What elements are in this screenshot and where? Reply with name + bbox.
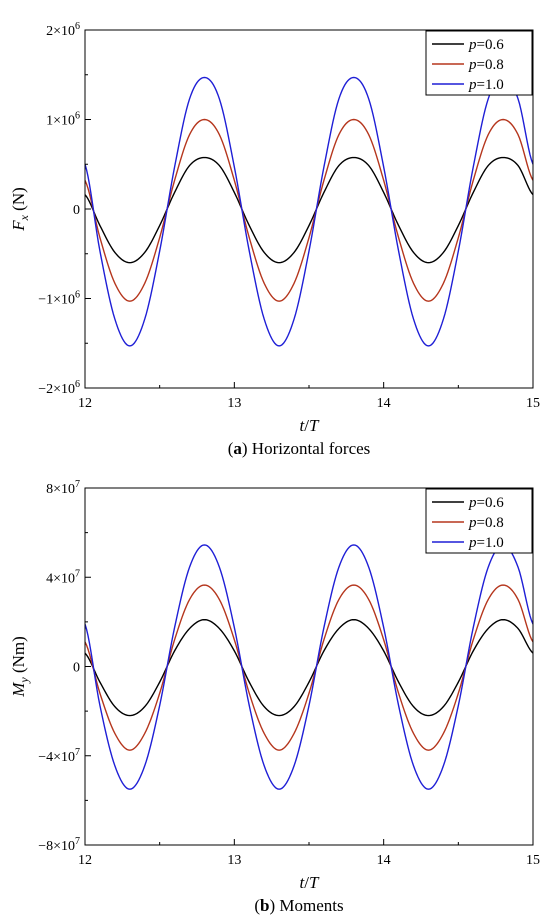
legend-label: p=1.0: [468, 535, 504, 551]
legend: p=0.6 p=0.8 p=1.0: [425, 30, 533, 96]
x-axis-title: t/T: [300, 873, 320, 892]
x-tick-label: 12: [78, 853, 92, 868]
series-line-a-p0.8: [85, 118, 533, 302]
y-tick-label: 8×107: [46, 479, 80, 497]
y-tick-label: −4×107: [38, 747, 80, 765]
legend-label: p=0.8: [468, 515, 504, 531]
x-axis-title: t/T: [300, 416, 320, 435]
series-line-b-p1.0: [85, 544, 533, 790]
series-line-b-p0.8: [85, 584, 533, 751]
y-axis-title: My (Nm): [9, 636, 31, 698]
y-tick-label: −2×106: [38, 379, 80, 397]
x-tick-label: 14: [377, 853, 391, 868]
legend-label: p=0.6: [468, 495, 504, 511]
x-tick-label: 13: [227, 396, 241, 411]
panel-caption: (b) Moments: [254, 896, 343, 915]
y-tick-label: 2×106: [46, 21, 80, 39]
series-line-a-p0.6: [85, 156, 533, 264]
y-tick-label: −8×107: [38, 836, 80, 854]
legend: p=0.6 p=0.8 p=1.0: [425, 488, 533, 554]
y-tick-label: 1×106: [46, 111, 80, 129]
x-tick-label: 14: [377, 396, 391, 411]
series-line-a-p1.0: [85, 76, 533, 347]
legend-label: p=1.0: [468, 77, 504, 93]
x-tick-label: 12: [78, 396, 92, 411]
y-tick-label: 4×107: [46, 568, 80, 586]
series-line-b-p0.6: [85, 618, 533, 717]
x-tick-label: 13: [227, 853, 241, 868]
x-tick-label: 15: [526, 396, 540, 411]
panel-b-moments-chart: 12 13 14 15 8×107 4×107 0 −4×107 −8×107 t/T My (Nm…: [9, 479, 540, 915]
y-axis-title: Fx (N): [9, 187, 31, 232]
panel-a-horizontal-forces-chart: 12 13 14 15 2×106 1×106 0 −1×106 −2×106 t/T Fx (N)…: [9, 21, 540, 458]
x-tick-label: 15: [526, 853, 540, 868]
y-tick-label: 0: [73, 203, 80, 218]
y-tick-label: 0: [73, 661, 80, 676]
legend-label: p=0.8: [468, 57, 504, 73]
legend-label: p=0.6: [468, 37, 504, 53]
panel-caption: (a) Horizontal forces: [228, 439, 371, 458]
y-tick-label: −1×106: [38, 290, 80, 308]
